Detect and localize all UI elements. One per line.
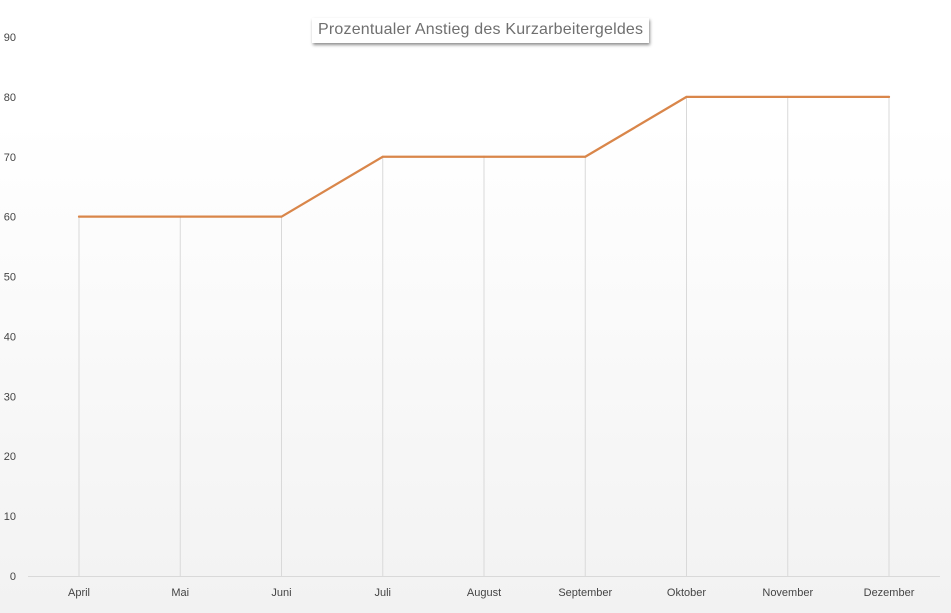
y-tick-label: 40 — [4, 331, 16, 343]
data-point — [280, 215, 283, 218]
data-point — [483, 155, 485, 158]
x-tick-label: April — [68, 587, 90, 599]
data-point — [584, 155, 587, 158]
data-point — [685, 95, 688, 98]
y-tick-label: 90 — [4, 32, 16, 44]
x-tick-label: Oktober — [667, 587, 706, 599]
y-tick-label: 60 — [4, 212, 16, 224]
y-tick-label: 0 — [10, 571, 16, 583]
y-tick-label: 10 — [4, 511, 16, 523]
y-tick-label: 70 — [4, 152, 16, 164]
x-tick-label: August — [467, 587, 501, 599]
data-point — [381, 155, 384, 158]
x-tick-label: September — [558, 587, 612, 599]
y-tick-label: 50 — [4, 272, 16, 284]
x-tick-label: November — [762, 587, 813, 599]
chart-title: Prozentualer Anstieg des Kurzarbeitergel… — [312, 18, 650, 43]
x-tick-label: Dezember — [864, 587, 915, 599]
data-point — [78, 215, 80, 218]
x-tick-label: Juni — [271, 587, 291, 599]
data-point — [786, 95, 789, 98]
data-point — [888, 95, 890, 98]
x-tick-label: Juli — [374, 587, 391, 599]
x-tick-label: Mai — [171, 587, 189, 599]
data-point — [179, 215, 182, 218]
y-tick-label: 80 — [4, 92, 16, 104]
y-tick-label: 30 — [4, 391, 16, 403]
y-tick-label: 20 — [4, 451, 16, 463]
